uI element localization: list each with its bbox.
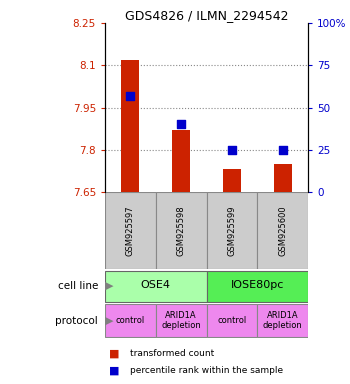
Text: GSM925599: GSM925599 — [228, 205, 236, 256]
Text: ARID1A
depletion: ARID1A depletion — [161, 311, 201, 330]
Bar — [121, 60, 139, 192]
Text: cell line: cell line — [58, 281, 98, 291]
Text: ▶: ▶ — [105, 316, 113, 326]
Text: transformed count: transformed count — [130, 349, 214, 358]
Bar — [257, 304, 308, 337]
Text: percentile rank within the sample: percentile rank within the sample — [130, 366, 283, 375]
Point — [127, 93, 133, 99]
Point — [280, 147, 286, 153]
Bar — [257, 192, 308, 269]
Bar — [206, 271, 308, 302]
Point — [229, 147, 235, 153]
Text: ARID1A
depletion: ARID1A depletion — [263, 311, 302, 330]
Title: GDS4826 / ILMN_2294542: GDS4826 / ILMN_2294542 — [125, 9, 288, 22]
Bar — [172, 130, 190, 192]
Bar — [206, 192, 257, 269]
Text: GSM925598: GSM925598 — [177, 205, 186, 256]
Bar — [156, 192, 206, 269]
Bar — [223, 169, 241, 192]
Bar — [274, 164, 292, 192]
Bar — [156, 304, 206, 337]
Bar — [206, 304, 257, 337]
Text: control: control — [116, 316, 145, 325]
Text: protocol: protocol — [55, 316, 98, 326]
Text: ■: ■ — [108, 366, 119, 376]
Bar — [105, 192, 156, 269]
Text: ▶: ▶ — [105, 281, 113, 291]
Text: GSM925597: GSM925597 — [126, 205, 135, 256]
Text: ■: ■ — [108, 348, 119, 358]
Point — [178, 121, 184, 127]
Text: OSE4: OSE4 — [141, 280, 171, 290]
Text: control: control — [217, 316, 246, 325]
Text: IOSE80pc: IOSE80pc — [231, 280, 284, 290]
Bar — [105, 304, 156, 337]
Bar — [105, 271, 206, 302]
Text: GSM925600: GSM925600 — [278, 205, 287, 256]
